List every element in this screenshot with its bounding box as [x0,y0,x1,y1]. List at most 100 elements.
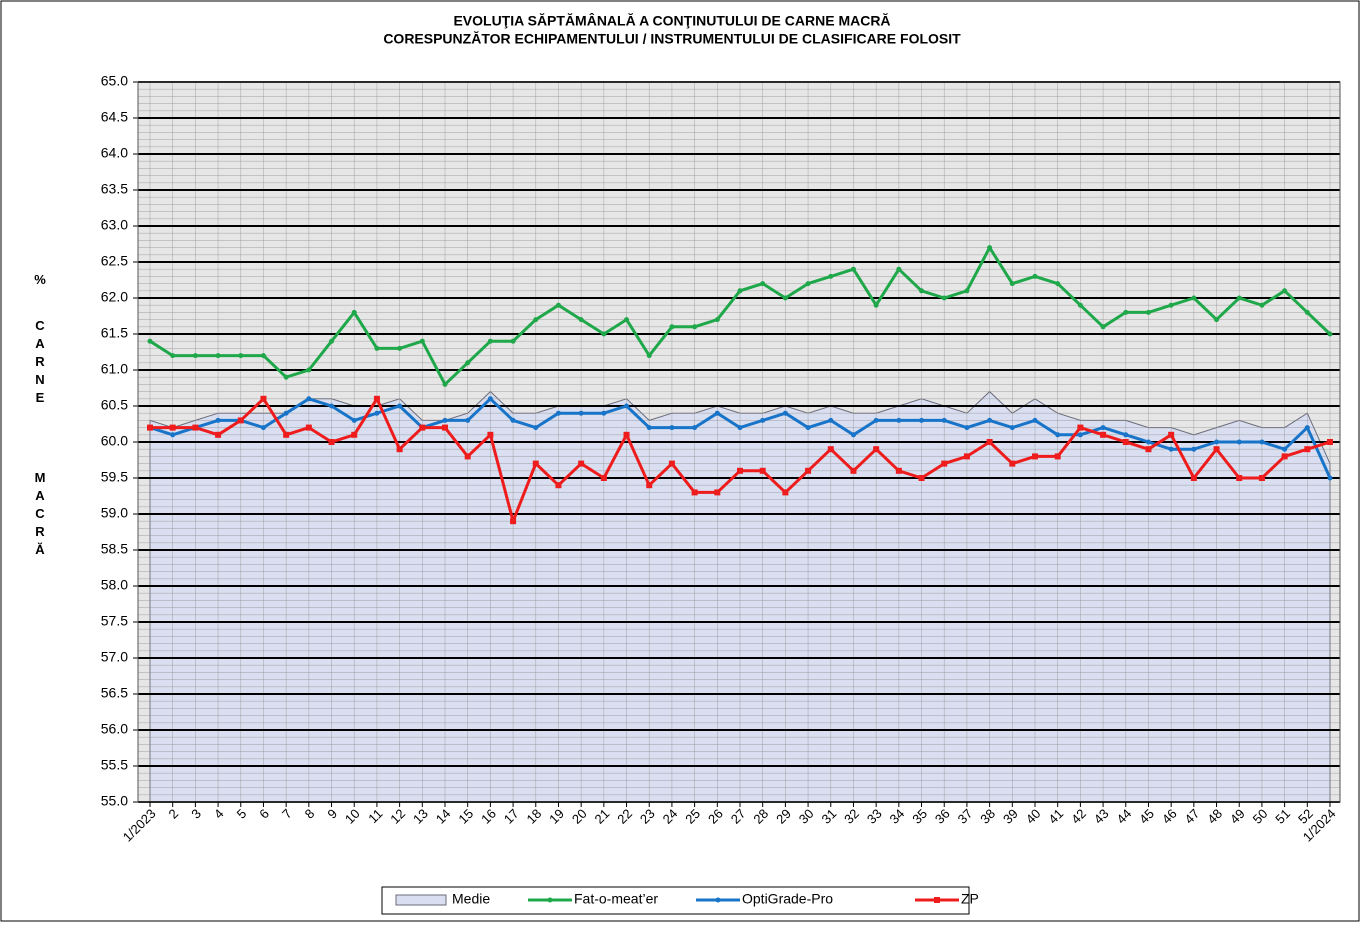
marker [1100,425,1106,431]
marker [533,425,539,431]
marker [896,266,902,272]
marker [737,425,743,431]
marker [169,424,176,431]
marker [1032,417,1038,423]
marker [963,453,970,460]
marker [1009,281,1015,287]
marker [1168,431,1175,438]
marker [668,460,675,467]
marker [919,417,925,423]
y-tick-label: 65.0 [101,73,128,89]
marker [805,281,811,287]
marker [283,410,289,416]
marker [442,424,448,431]
marker [373,395,380,402]
y-tick-label: 60.5 [101,397,128,413]
legend-label: ZP [961,891,979,907]
marker [487,431,494,438]
marker [237,417,244,424]
y-tick-label: 58.0 [101,577,128,593]
marker [192,353,198,359]
marker [918,475,925,481]
marker [1009,425,1015,431]
marker [510,518,517,525]
marker [1327,439,1333,445]
marker [1214,439,1220,445]
y-tick-label: 61.5 [101,325,128,341]
marker [533,317,539,323]
marker [555,482,562,489]
marker [487,396,493,402]
marker [1055,281,1061,287]
marker [646,425,652,431]
marker [1077,432,1083,438]
marker [828,273,834,279]
marker [510,417,516,423]
marker [624,317,630,323]
marker [623,431,630,438]
marker [759,467,766,474]
marker [600,475,607,481]
marker [691,489,698,496]
marker [510,338,516,344]
marker [464,453,471,460]
marker [714,317,720,323]
marker [873,417,879,423]
marker [260,395,267,402]
y-tick-label: 61.0 [101,361,128,377]
marker [624,403,630,409]
marker [1122,439,1129,445]
y-axis-label: % [33,272,48,290]
marker [147,424,153,431]
marker [1100,324,1106,330]
marker [578,410,584,416]
marker [737,288,743,294]
marker [895,467,902,474]
marker [692,425,698,431]
marker [1123,432,1129,438]
marker [1032,273,1038,279]
marker [442,381,448,387]
marker [192,424,199,431]
marker [1190,475,1197,481]
marker [351,309,357,315]
marker [964,288,970,294]
y-tick-label: 62.0 [101,289,128,305]
marker [170,353,176,359]
marker [555,410,561,416]
legend-box [381,886,970,915]
marker [215,431,222,438]
marker [827,446,834,453]
marker [850,266,856,272]
marker [941,460,948,467]
marker [329,338,335,344]
marker [873,302,879,308]
marker [1327,331,1333,337]
marker [1281,453,1288,460]
marker [941,295,947,301]
marker [283,431,290,438]
marker [397,345,403,351]
marker [1282,288,1288,294]
marker [669,425,675,431]
marker [419,424,426,431]
marker [987,417,993,423]
marker [1282,446,1288,452]
marker [487,338,493,344]
marker [919,288,925,294]
marker [896,417,902,423]
marker [215,417,221,423]
marker [1191,295,1197,301]
y-tick-label: 63.0 [101,217,128,233]
marker [1032,453,1038,460]
marker [1145,439,1151,445]
marker [1236,439,1242,445]
marker [1259,439,1265,445]
marker [1236,475,1243,481]
marker [714,410,720,416]
marker [578,460,585,467]
y-tick-label: 57.5 [101,613,128,629]
marker [737,467,743,474]
